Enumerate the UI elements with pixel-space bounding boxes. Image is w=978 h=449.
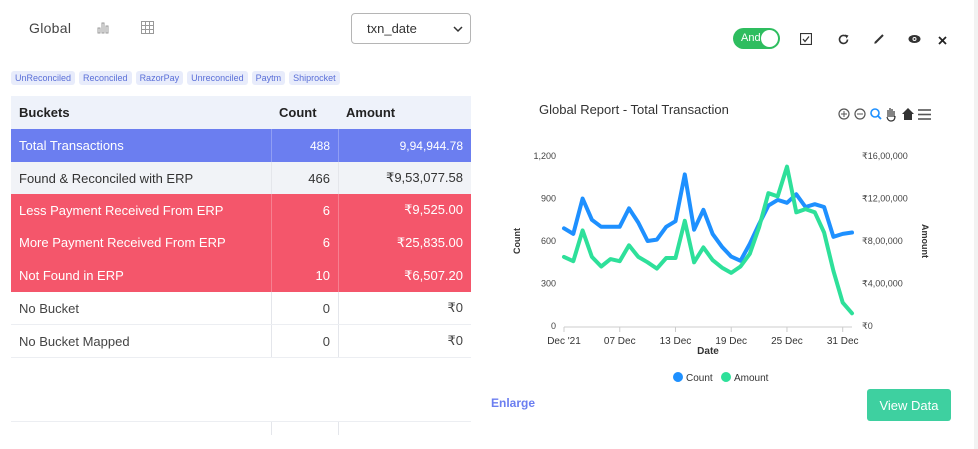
legend-label: Count bbox=[686, 373, 713, 384]
toggle-label: And bbox=[741, 32, 761, 44]
legend-marker bbox=[721, 372, 731, 382]
column-header-amount: Amount bbox=[346, 105, 396, 120]
bucket-count: 488 bbox=[271, 129, 338, 162]
bucket-amount: ₹9,53,077.58 bbox=[338, 162, 471, 194]
y-left-axis-label: Count bbox=[512, 228, 522, 254]
x-tick-label: 25 Dec bbox=[771, 336, 803, 347]
legend-marker bbox=[673, 372, 683, 382]
y-right-tick-label: ₹8,00,000 bbox=[862, 236, 903, 246]
table-row[interactable]: Total Transactions 488 9,94,944.78 bbox=[11, 129, 471, 162]
zoom-out-icon[interactable] bbox=[854, 108, 866, 120]
y-left-tick-label: 900 bbox=[541, 194, 556, 204]
bucket-count: 0 bbox=[271, 292, 338, 324]
column-header-count: Count bbox=[279, 105, 317, 120]
chart-legend: Count Amount bbox=[673, 372, 769, 384]
empty-cell bbox=[271, 422, 338, 435]
table-row[interactable]: Less Payment Received From ERP 6 ₹9,525.… bbox=[11, 194, 471, 226]
bucket-name: No Bucket bbox=[19, 300, 79, 316]
date-field-select[interactable]: txn_date bbox=[351, 13, 471, 44]
x-tick-label: 07 Dec bbox=[604, 336, 636, 347]
y-right-axis-label: Amount bbox=[920, 224, 930, 258]
bucket-name: Not Found in ERP bbox=[19, 268, 124, 283]
empty-cell bbox=[11, 422, 271, 435]
bucket-count: 10 bbox=[271, 259, 338, 292]
chevron-down-icon bbox=[453, 26, 463, 33]
bucket-count: 466 bbox=[271, 162, 338, 194]
table-row[interactable]: Not Found in ERP 10 ₹6,507.20 bbox=[11, 259, 471, 292]
empty-cell bbox=[338, 422, 471, 435]
chart-title: Global Report - Total Transaction bbox=[539, 102, 729, 117]
zoom-in-icon[interactable] bbox=[838, 108, 850, 120]
y-right-tick-label: ₹0 bbox=[862, 321, 873, 331]
filter-tag[interactable]: Shiprocket bbox=[289, 71, 340, 85]
home-icon[interactable] bbox=[902, 108, 914, 120]
table-row[interactable]: Found & Reconciled with ERP 466 ₹9,53,07… bbox=[11, 162, 471, 194]
view-data-button[interactable]: View Data bbox=[867, 389, 951, 421]
series-line-amount bbox=[562, 164, 854, 316]
table-row[interactable]: No Bucket 0 ₹0 bbox=[11, 292, 471, 325]
y-right-tick-label: ₹4,00,000 bbox=[862, 279, 903, 289]
table-row[interactable]: No Bucket Mapped 0 ₹0 bbox=[11, 325, 471, 358]
x-tick-label: Dec '21 bbox=[547, 336, 581, 347]
column-header-buckets: Buckets bbox=[19, 105, 70, 120]
checkbox-icon[interactable] bbox=[799, 32, 813, 46]
bucket-amount: ₹6,507.20 bbox=[338, 259, 471, 292]
y-left-tick-label: 1,200 bbox=[533, 151, 556, 161]
refresh-icon[interactable] bbox=[836, 32, 850, 46]
filter-tag[interactable]: RazorPay bbox=[135, 71, 184, 85]
select-value: txn_date bbox=[367, 21, 417, 36]
bucket-count: 0 bbox=[271, 325, 338, 357]
bucket-name: Found & Reconciled with ERP bbox=[19, 170, 194, 186]
enlarge-link[interactable]: Enlarge bbox=[491, 396, 536, 410]
page-title: Global bbox=[29, 20, 72, 36]
series-line-count bbox=[562, 172, 854, 263]
zoom-magnify-icon[interactable] bbox=[870, 108, 882, 120]
x-tick-label: 31 Dec bbox=[827, 336, 859, 347]
pan-hand-icon[interactable] bbox=[886, 108, 896, 122]
legend-label: Amount bbox=[734, 373, 769, 384]
bucket-count: 6 bbox=[271, 226, 338, 259]
filter-tag[interactable]: Unreconciled bbox=[187, 71, 248, 85]
close-icon[interactable] bbox=[935, 33, 949, 47]
eye-icon[interactable] bbox=[907, 32, 921, 46]
menu-icon[interactable] bbox=[918, 109, 931, 120]
x-tick-label: 13 Dec bbox=[660, 336, 692, 347]
bucket-count: 6 bbox=[271, 194, 338, 226]
bucket-name: Total Transactions bbox=[19, 138, 124, 153]
and-or-toggle[interactable]: And bbox=[733, 28, 780, 49]
toggle-knob bbox=[761, 30, 778, 47]
y-right-tick-label: ₹16,00,000 bbox=[862, 151, 908, 161]
y-left-tick-label: 300 bbox=[541, 279, 556, 289]
bucket-amount: ₹9,525.00 bbox=[338, 194, 471, 226]
y-left-tick-label: 600 bbox=[541, 236, 556, 246]
filter-tag[interactable]: Paytm bbox=[251, 71, 286, 85]
x-axis-label: Date bbox=[697, 346, 719, 357]
chart-toolbar bbox=[838, 108, 931, 122]
filter-tag-list: UnReconciled Reconciled RazorPay Unrecon… bbox=[11, 71, 340, 85]
table-row[interactable]: More Payment Received From ERP 6 ₹25,835… bbox=[11, 226, 471, 259]
bucket-amount: 9,94,944.78 bbox=[338, 129, 471, 162]
bucket-name: Less Payment Received From ERP bbox=[19, 202, 224, 218]
table-header-row: Buckets Count Amount bbox=[11, 96, 471, 129]
bucket-amount: ₹0 bbox=[338, 292, 471, 324]
edit-pencil-icon[interactable] bbox=[872, 32, 886, 46]
y-left-tick-label: 0 bbox=[551, 321, 556, 331]
bucket-amount: ₹25,835.00 bbox=[338, 226, 471, 259]
transaction-line-chart: Global Report - Total Transaction 0 300 60… bbox=[512, 102, 931, 384]
table-row bbox=[11, 421, 471, 435]
filter-tag[interactable]: Reconciled bbox=[79, 71, 132, 85]
bar-chart-icon[interactable] bbox=[96, 19, 112, 35]
x-tick-label: 19 Dec bbox=[715, 336, 747, 347]
scrollbar[interactable] bbox=[974, 0, 978, 449]
bucket-amount: ₹0 bbox=[338, 325, 471, 357]
y-right-tick-label: ₹12,00,000 bbox=[862, 194, 908, 204]
table-grid-icon[interactable] bbox=[139, 19, 155, 35]
filter-tag[interactable]: UnReconciled bbox=[11, 71, 76, 85]
bucket-name: More Payment Received From ERP bbox=[19, 235, 226, 250]
bucket-name: No Bucket Mapped bbox=[19, 333, 130, 349]
